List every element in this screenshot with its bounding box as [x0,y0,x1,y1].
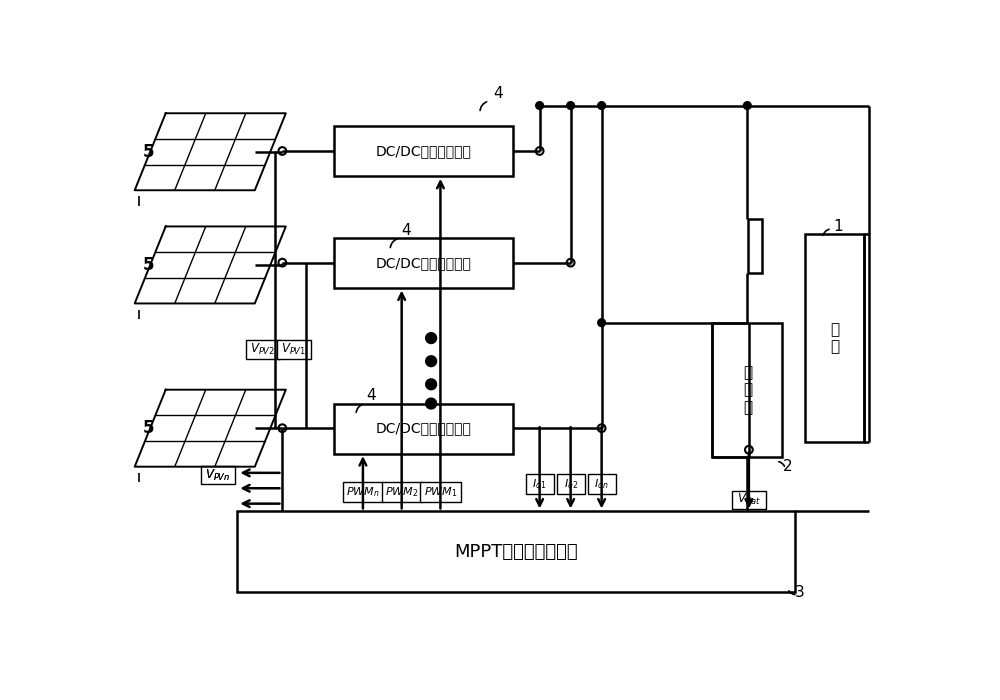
Bar [526,475,554,494]
Circle shape [743,102,751,109]
Circle shape [426,379,437,390]
Text: 2: 2 [783,459,792,474]
Bar [277,340,311,359]
Text: DC/DC功率变换电路: DC/DC功率变换电路 [375,421,471,435]
Text: $PWM_1$: $PWM_1$ [424,485,457,499]
Text: 4: 4 [402,223,411,238]
Text: $V_{PVn}$: $V_{PVn}$ [205,468,231,483]
Text: 负
载: 负 载 [830,322,839,354]
Text: 5: 5 [143,143,154,161]
Text: 3: 3 [794,584,804,600]
Circle shape [536,102,544,109]
Text: DC/DC功率变换电路: DC/DC功率变换电路 [375,144,471,158]
Bar [382,482,422,502]
Text: 5: 5 [143,419,154,438]
Text: $PWM_2$: $PWM_2$ [385,485,418,499]
Text: 4: 4 [367,389,376,403]
Text: DC/DC功率变换电路: DC/DC功率变换电路 [375,256,471,270]
Text: $V_{Bat}$: $V_{Bat}$ [737,492,761,508]
Bar [201,466,235,484]
Circle shape [426,332,437,344]
Text: 5: 5 [143,256,154,274]
Text: $V_{PV1}$: $V_{PV1}$ [281,342,307,357]
Text: $I_{o2}$: $I_{o2}$ [564,477,578,491]
Text: 蓄
电
池: 蓄 电 池 [743,365,752,415]
Text: $I_{on}$: $I_{on}$ [594,477,609,491]
Text: $V_{PV2}$: $V_{PV2}$ [250,342,275,357]
Circle shape [598,318,606,326]
Bar [557,475,585,494]
Circle shape [598,102,606,109]
Bar [334,403,512,454]
Circle shape [426,398,437,409]
Text: $I_{o1}$: $I_{o1}$ [532,477,547,491]
Bar [748,218,762,272]
Bar [732,491,766,509]
Bar [237,511,795,592]
Text: MPPT控制器控制单元: MPPT控制器控制单元 [455,542,578,561]
Bar [588,475,616,494]
Bar [343,482,383,502]
Text: 1: 1 [833,219,843,234]
Bar [334,238,512,288]
Bar [334,126,512,176]
Circle shape [567,102,574,109]
Bar [805,234,864,442]
Bar [712,323,782,458]
Bar [246,340,280,359]
Bar [420,482,461,502]
Circle shape [426,356,437,367]
Text: $V_{PVn}$: $V_{PVn}$ [205,468,231,483]
Text: $PWM_n$: $PWM_n$ [346,485,380,499]
Text: 4: 4 [494,85,503,101]
